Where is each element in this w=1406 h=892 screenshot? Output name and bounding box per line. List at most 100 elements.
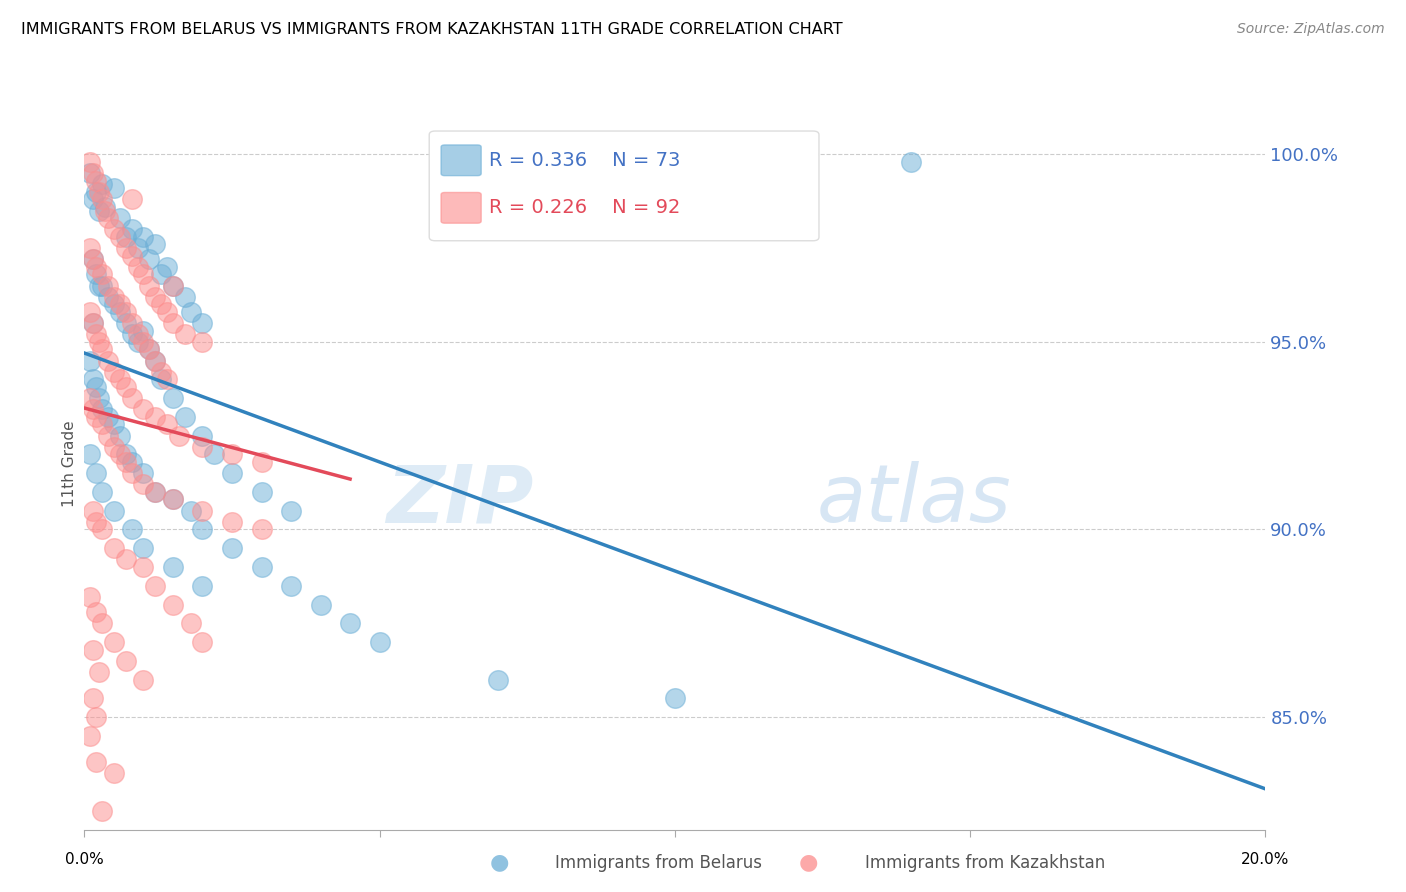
Point (114, 241, 136, 255)
Point (84, 755, 107, 769)
Point (89, 278, 111, 293)
Point (94, 203, 117, 218)
Point (84, 467, 107, 481)
Point (84, 260, 107, 274)
Point (82, 316, 104, 330)
Point (900, 154, 922, 169)
Point (156, 260, 179, 274)
Point (103, 635, 125, 649)
Point (91, 804, 114, 818)
Point (103, 504, 125, 518)
Point (202, 447, 225, 461)
Point (121, 391, 143, 405)
Point (84, 174, 107, 188)
Point (664, 691, 686, 706)
Point (82, 642, 104, 657)
Point (121, 467, 143, 481)
Point (221, 515, 243, 529)
Point (91, 343, 114, 357)
Point (250, 455, 273, 469)
Point (114, 552, 136, 566)
Point (108, 447, 131, 461)
Point (162, 560, 184, 574)
Point (280, 504, 302, 518)
FancyBboxPatch shape (441, 193, 481, 223)
Text: 0.0%: 0.0% (65, 852, 104, 867)
Point (82, 252, 104, 267)
Point (486, 673, 509, 687)
Point (82, 402, 104, 417)
Point (103, 440, 125, 454)
Point (79, 590, 101, 604)
Point (108, 211, 131, 226)
Point (191, 316, 214, 330)
Point (138, 343, 160, 357)
Text: 20.0%: 20.0% (1241, 852, 1289, 867)
Point (103, 365, 125, 379)
Text: IMMIGRANTS FROM BELARUS VS IMMIGRANTS FROM KAZAKHSTAN 11TH GRADE CORRELATION CHA: IMMIGRANTS FROM BELARUS VS IMMIGRANTS FR… (21, 22, 842, 37)
Point (191, 504, 214, 518)
Point (180, 305, 202, 319)
Point (84, 327, 107, 342)
Point (84, 268, 107, 282)
Point (103, 222, 125, 236)
Point (97, 290, 120, 304)
Point (143, 485, 166, 500)
Point (114, 230, 136, 244)
Point (103, 181, 125, 195)
Point (127, 260, 149, 274)
Point (82, 316, 104, 330)
Point (84, 380, 107, 394)
Point (150, 365, 173, 379)
Point (79, 447, 101, 461)
Point (173, 327, 195, 342)
Text: ●: ● (489, 853, 509, 872)
Point (143, 579, 166, 593)
Point (103, 541, 125, 556)
Text: R = 0.336    N = 73: R = 0.336 N = 73 (489, 151, 681, 169)
Point (121, 327, 143, 342)
Point (84, 605, 107, 619)
Point (173, 290, 195, 304)
Point (167, 428, 190, 442)
Point (94, 200, 117, 214)
Point (156, 417, 179, 432)
Y-axis label: 11th Grade: 11th Grade (62, 420, 77, 508)
Point (221, 467, 243, 481)
Point (162, 316, 184, 330)
Point (121, 316, 143, 330)
Point (132, 334, 155, 349)
Point (89, 203, 111, 218)
Point (114, 447, 136, 461)
Point (114, 305, 136, 319)
Point (250, 485, 273, 500)
Point (108, 305, 131, 319)
Point (132, 402, 155, 417)
Point (121, 523, 143, 537)
Point (82, 372, 104, 386)
Text: Immigrants from Kazakhstan: Immigrants from Kazakhstan (865, 855, 1105, 872)
Point (82, 166, 104, 180)
Point (132, 324, 155, 338)
Point (97, 278, 120, 293)
Point (368, 635, 391, 649)
Point (138, 252, 160, 267)
Point (173, 409, 195, 424)
Point (191, 579, 214, 593)
Point (127, 327, 149, 342)
Point (89, 334, 111, 349)
Point (180, 616, 202, 631)
Point (143, 353, 166, 368)
Point (91, 193, 114, 207)
Point (132, 560, 155, 574)
Point (162, 492, 184, 507)
Point (82, 504, 104, 518)
Point (84, 710, 107, 724)
Point (250, 560, 273, 574)
Point (103, 417, 125, 432)
Point (143, 353, 166, 368)
Point (132, 268, 155, 282)
Point (82, 252, 104, 267)
Point (91, 268, 114, 282)
Point (79, 729, 101, 743)
